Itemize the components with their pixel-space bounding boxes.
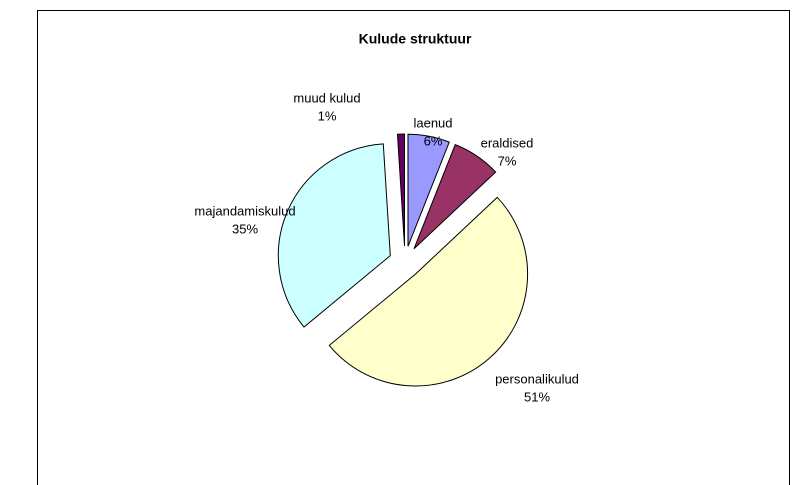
pie-slice xyxy=(413,143,497,250)
chart-frame xyxy=(37,10,790,485)
pie-slice xyxy=(277,143,391,328)
slice-value-label: 6% xyxy=(424,133,443,148)
slice-value-label: 1% xyxy=(318,108,337,123)
slice-label: muud kulud xyxy=(293,90,360,105)
pie-slice xyxy=(396,133,405,247)
chart-title: Kulude struktuur xyxy=(359,31,472,47)
pie-slice xyxy=(328,196,529,387)
slice-value-label: 7% xyxy=(498,153,517,168)
slice-value-label: 51% xyxy=(524,389,550,404)
slice-label: personalikulud xyxy=(495,371,579,386)
slice-label: eraldised xyxy=(481,135,534,150)
pie-slice xyxy=(407,133,450,247)
slice-value-label: 35% xyxy=(232,221,258,236)
slice-label: laenud xyxy=(413,115,452,130)
slice-label: majandamiskulud xyxy=(194,203,295,218)
